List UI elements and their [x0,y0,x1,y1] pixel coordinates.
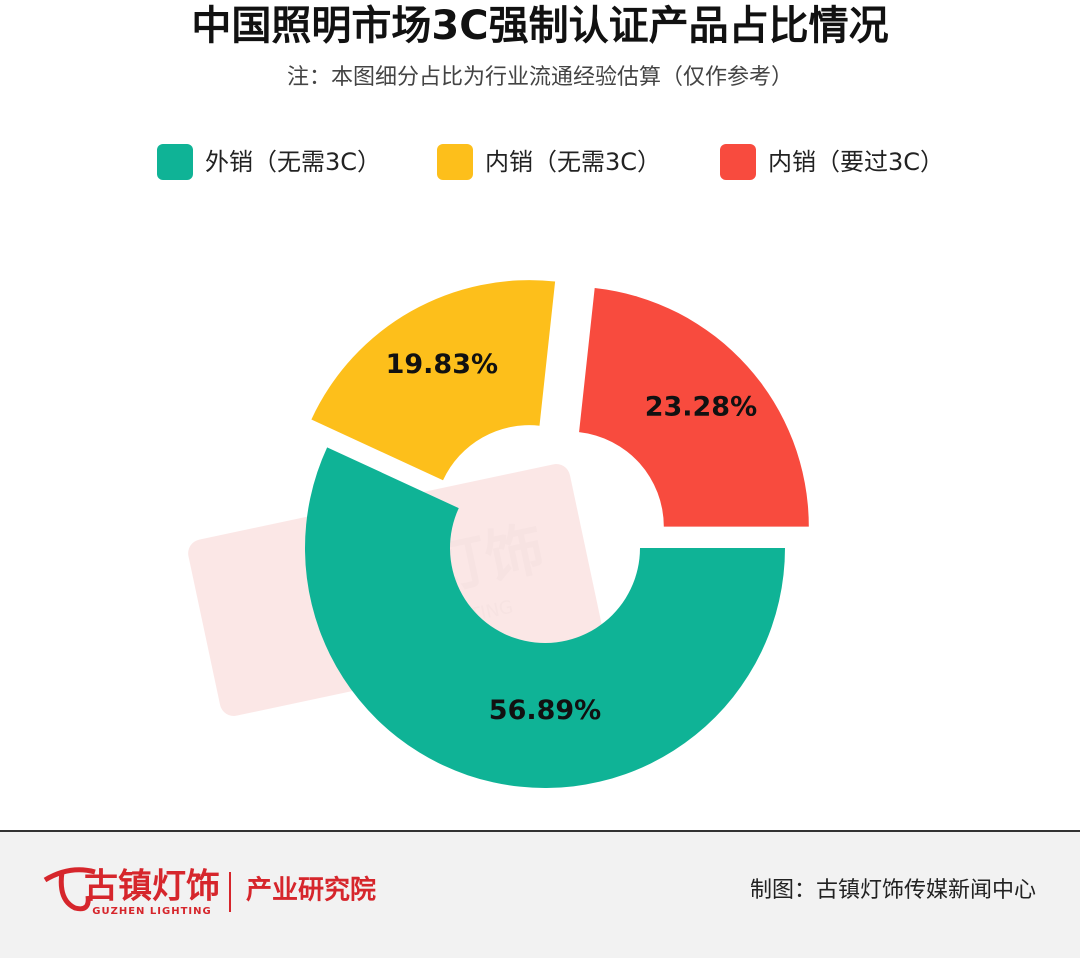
value-label: 23.28% [645,392,757,423]
donut-slice [305,447,785,788]
value-label: 19.83% [386,349,498,380]
value-label: 56.89% [489,695,601,726]
legend-label: 内销（无需3C） [485,148,661,176]
institute: 产业研究院 [246,875,376,906]
legend-swatch [437,144,473,180]
legend-swatch [157,144,193,180]
footer-band [0,830,1080,958]
credit: 制图：古镇灯饰传媒新闻中心 [750,878,1036,903]
donut-slice [311,280,556,481]
logo-icon [43,867,96,912]
logo-text-en: GUZHEN LIGHTING [92,906,211,917]
legend-label: 内销（要过3C） [768,148,944,176]
legend-label: 外销（无需3C） [205,148,381,176]
chart-title: 中国照明市场3C强制认证产品占比情况 [191,3,888,49]
legend-swatch [720,144,756,180]
logo-text: 古镇灯饰 [84,867,220,907]
chart-subtitle: 注：本图细分占比为行业流通经验估算（仅作参考） [287,65,793,90]
donut-slice [579,288,809,527]
